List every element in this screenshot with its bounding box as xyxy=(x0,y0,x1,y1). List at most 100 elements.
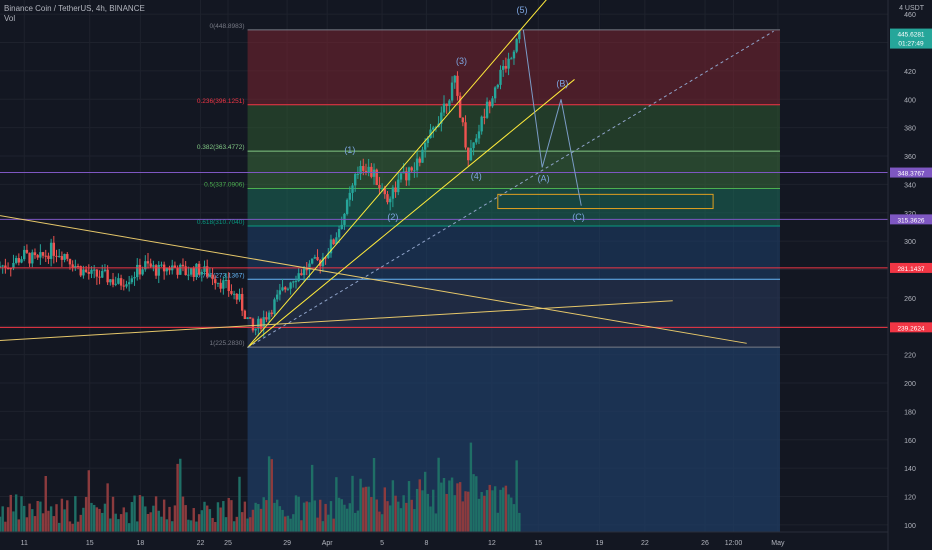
trendline xyxy=(0,300,673,341)
volume-bar xyxy=(518,512,521,532)
volume-bar xyxy=(211,517,214,532)
candle-body xyxy=(119,278,123,286)
price-tag-label: 281.1437 xyxy=(897,266,924,273)
volume-bar xyxy=(98,508,101,532)
volume-bar xyxy=(41,513,45,532)
target-zone-box xyxy=(497,193,714,210)
candle-body xyxy=(214,279,217,284)
volume-bar xyxy=(0,516,2,532)
volume-bar xyxy=(36,501,39,532)
volume-bar xyxy=(200,510,204,532)
candle-body xyxy=(394,187,397,193)
candle-body xyxy=(0,266,2,268)
volume-bar xyxy=(488,484,491,532)
x-tick-label: 22 xyxy=(641,540,649,547)
fib-level-label: 0.618(310.7040) xyxy=(197,219,245,226)
volume-bar xyxy=(397,501,400,532)
volume-bar xyxy=(230,500,233,532)
candle-body xyxy=(518,30,521,40)
volume-indicator-label[interactable]: Vol xyxy=(4,14,16,23)
candle-body xyxy=(9,268,12,270)
volume-bar xyxy=(47,510,50,532)
candle-body xyxy=(25,249,29,253)
volume-bar xyxy=(1,506,4,532)
volume-bar xyxy=(144,506,147,532)
y-tick-label: 260 xyxy=(904,296,916,303)
volume-bar xyxy=(125,512,128,532)
candle-body xyxy=(367,166,370,173)
candle-body xyxy=(219,282,222,289)
candle-body xyxy=(238,293,241,300)
volume-bar xyxy=(405,502,408,532)
elliott-wave-label: (4) xyxy=(471,171,482,181)
volume-bar xyxy=(206,505,209,532)
volume-bar xyxy=(372,457,376,532)
candle-body xyxy=(87,271,90,274)
volume-bar xyxy=(119,514,123,532)
volume-bar xyxy=(259,508,263,532)
y-tick-label: 300 xyxy=(904,239,916,246)
volume-bar xyxy=(114,513,117,532)
candle-body xyxy=(84,269,88,272)
candle-body xyxy=(79,266,82,276)
candle-body xyxy=(456,75,459,96)
candle-body xyxy=(76,265,80,267)
candle-body xyxy=(47,255,50,259)
candle-body xyxy=(383,187,386,195)
y-tick-label: 320 xyxy=(904,211,916,218)
candle-body xyxy=(66,254,69,259)
symbol-title[interactable]: Binance Coin / TetherUS, 4h, BINANCE xyxy=(4,4,145,13)
volume-bar xyxy=(203,501,206,532)
drawings-layer xyxy=(0,0,888,349)
y-tick-label: 220 xyxy=(904,353,916,360)
candle-body xyxy=(405,171,408,181)
candle-body xyxy=(149,263,152,267)
volume-bar xyxy=(176,463,179,532)
volume-bar xyxy=(458,482,462,532)
volume-bar xyxy=(386,501,389,532)
candle-body xyxy=(203,266,206,272)
volume-bar xyxy=(240,512,244,532)
candle-body xyxy=(507,58,510,69)
candle-body xyxy=(68,258,72,265)
volume-bar xyxy=(423,471,427,532)
price-axis-unit[interactable]: 4 USDT xyxy=(899,5,924,12)
candle-body xyxy=(179,264,182,275)
volume-bar xyxy=(152,505,155,532)
candle-body xyxy=(251,318,255,331)
volume-bar xyxy=(149,512,152,532)
volume-bar xyxy=(173,505,177,532)
candle-body xyxy=(117,278,120,284)
volume-bar xyxy=(348,503,352,532)
volume-bar xyxy=(12,511,15,532)
volume-bar xyxy=(483,495,486,532)
candle-body xyxy=(216,282,220,284)
fib-level-label: 1(225.2830) xyxy=(210,340,245,347)
candle-body xyxy=(354,174,357,186)
volume-bar xyxy=(434,513,438,532)
volume-bar xyxy=(74,496,77,532)
fib-level-label: 0.236(396.1251) xyxy=(197,98,245,105)
candle-body xyxy=(181,264,185,267)
wave-projection-path xyxy=(522,29,582,206)
volume-bar xyxy=(378,511,381,532)
volume-bar xyxy=(162,499,166,532)
candle-body xyxy=(515,39,518,52)
volume-bar xyxy=(14,494,18,532)
candle-body xyxy=(302,267,306,276)
volume-bar xyxy=(87,470,90,532)
candle-body xyxy=(200,271,204,275)
candle-body xyxy=(98,276,101,278)
y-tick-label: 460 xyxy=(904,12,916,19)
candle-body xyxy=(36,255,39,258)
candle-body xyxy=(90,269,93,274)
volume-bar xyxy=(171,521,174,532)
candle-body xyxy=(289,282,292,289)
candle-body xyxy=(362,166,365,171)
candle-body xyxy=(426,138,430,144)
volume-bar xyxy=(499,489,502,532)
volume-bar xyxy=(23,505,26,532)
volume-bar xyxy=(477,498,481,532)
volume-bar xyxy=(179,458,182,532)
